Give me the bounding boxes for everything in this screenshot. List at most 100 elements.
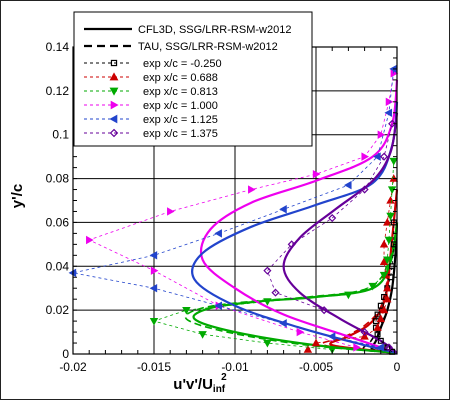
data-point bbox=[368, 282, 377, 291]
legend-label: TAU, SSG/LRR-RSM-w2012 bbox=[138, 41, 278, 53]
data-point bbox=[296, 327, 305, 337]
data-point bbox=[263, 339, 272, 348]
data-point bbox=[248, 185, 256, 194]
data-point bbox=[149, 283, 158, 293]
x-tick-label: -0.02 bbox=[59, 360, 87, 374]
y-tick-label: 0.06 bbox=[46, 215, 70, 229]
data-point bbox=[374, 331, 381, 338]
model-curve bbox=[184, 222, 398, 354]
data-point bbox=[385, 97, 394, 107]
y-tick-label: 0.04 bbox=[46, 259, 70, 273]
x-tick-label: -0.005 bbox=[299, 360, 333, 374]
data-point bbox=[376, 314, 386, 323]
data-point bbox=[312, 169, 321, 179]
data-point bbox=[149, 251, 158, 260]
legend-label: exp x/c = -0.250 bbox=[143, 58, 222, 70]
data-point bbox=[86, 235, 94, 245]
legend-label: CFL3D, SSG/LRR-RSM-w2012 bbox=[138, 24, 291, 36]
data-point bbox=[384, 236, 394, 245]
y-tick-label: 0.08 bbox=[46, 172, 70, 186]
data-point bbox=[389, 157, 398, 166]
data-point bbox=[379, 271, 389, 280]
data-point bbox=[287, 240, 296, 249]
data-point bbox=[150, 266, 159, 275]
x-tick-label: -0.01 bbox=[221, 360, 249, 374]
data-point bbox=[376, 343, 384, 352]
data-point bbox=[377, 302, 384, 309]
data-point bbox=[320, 306, 329, 315]
data-point bbox=[110, 100, 119, 110]
x-axis-title: u'v'/Uinf2 bbox=[173, 372, 227, 395]
legend-label: exp x/c = 0.813 bbox=[143, 86, 218, 98]
data-point bbox=[384, 343, 393, 352]
data-point bbox=[374, 311, 381, 318]
data-point bbox=[383, 217, 392, 226]
data-point bbox=[303, 345, 313, 353]
data-point bbox=[109, 72, 119, 81]
x-tick-label: -0.015 bbox=[137, 360, 171, 374]
y-tick-label: 0.14 bbox=[46, 40, 70, 54]
data-point bbox=[377, 130, 386, 139]
data-point bbox=[386, 196, 395, 204]
data-point bbox=[343, 180, 352, 190]
legend-label: exp x/c = 1.125 bbox=[143, 114, 218, 126]
data-point bbox=[388, 119, 397, 128]
legend-entry: TAU, SSG/LRR-RSM-w2012 bbox=[84, 41, 278, 53]
x-axis-title-main: u'v'/U bbox=[173, 376, 213, 393]
model-curve bbox=[199, 79, 399, 354]
legend: CFL3D, SSG/LRR-RSM-w2012 TAU, SSG/LRR-RSM… bbox=[73, 11, 313, 147]
data-point bbox=[379, 239, 389, 248]
data-point bbox=[271, 288, 280, 297]
y-tick-label: 0.02 bbox=[46, 303, 70, 317]
model-curve bbox=[321, 189, 398, 354]
data-point bbox=[327, 332, 336, 341]
data-point bbox=[328, 213, 337, 223]
data-point bbox=[383, 294, 392, 303]
data-point bbox=[379, 305, 389, 314]
data-point bbox=[327, 346, 337, 355]
data-point bbox=[311, 338, 321, 347]
x-tick-label: 0 bbox=[394, 360, 401, 374]
data-point bbox=[110, 59, 118, 67]
exp-connector-line bbox=[266, 123, 393, 348]
data-point bbox=[167, 207, 175, 216]
x-axis-title-sup: 2 bbox=[221, 372, 227, 383]
experiment-points bbox=[68, 64, 399, 355]
x-axis-title-sub: inf bbox=[213, 384, 226, 395]
legend-entry: exp x/c = 1.000 bbox=[84, 100, 218, 112]
legend-label: exp x/c = 0.688 bbox=[143, 72, 218, 84]
legend-entry: CFL3D, SSG/LRR-RSM-w2012 bbox=[84, 24, 291, 36]
data-point bbox=[198, 331, 207, 339]
exp-connector-line bbox=[152, 161, 395, 351]
data-point bbox=[386, 212, 395, 221]
y-tick-label: 0.1 bbox=[52, 128, 69, 142]
data-point bbox=[361, 152, 370, 161]
data-point bbox=[383, 283, 392, 292]
data-point bbox=[390, 69, 399, 78]
data-point bbox=[360, 332, 369, 340]
data-point bbox=[379, 257, 389, 266]
data-point bbox=[373, 323, 382, 331]
data-point bbox=[109, 114, 118, 124]
data-point bbox=[353, 343, 361, 352]
data-point bbox=[383, 256, 392, 265]
data-point bbox=[279, 319, 287, 328]
y-axis-title: y'/c bbox=[9, 184, 26, 208]
data-point bbox=[360, 185, 369, 194]
data-point bbox=[109, 87, 119, 96]
legend-label: exp x/c = 1.000 bbox=[143, 100, 218, 112]
legend-entry: exp x/c = 0.813 bbox=[84, 86, 218, 98]
y-tick-label: 0.12 bbox=[46, 84, 70, 98]
data-point bbox=[109, 128, 119, 138]
data-point bbox=[263, 298, 272, 306]
data-point bbox=[279, 205, 287, 214]
legend-entry: exp x/c = 0.688 bbox=[84, 72, 218, 84]
data-point bbox=[149, 317, 159, 326]
data-point bbox=[344, 291, 353, 300]
data-point bbox=[384, 108, 393, 118]
data-point bbox=[263, 266, 272, 275]
data-point bbox=[360, 328, 369, 337]
data-point bbox=[379, 152, 389, 161]
legend-entry: exp x/c = -0.250 bbox=[84, 58, 222, 70]
